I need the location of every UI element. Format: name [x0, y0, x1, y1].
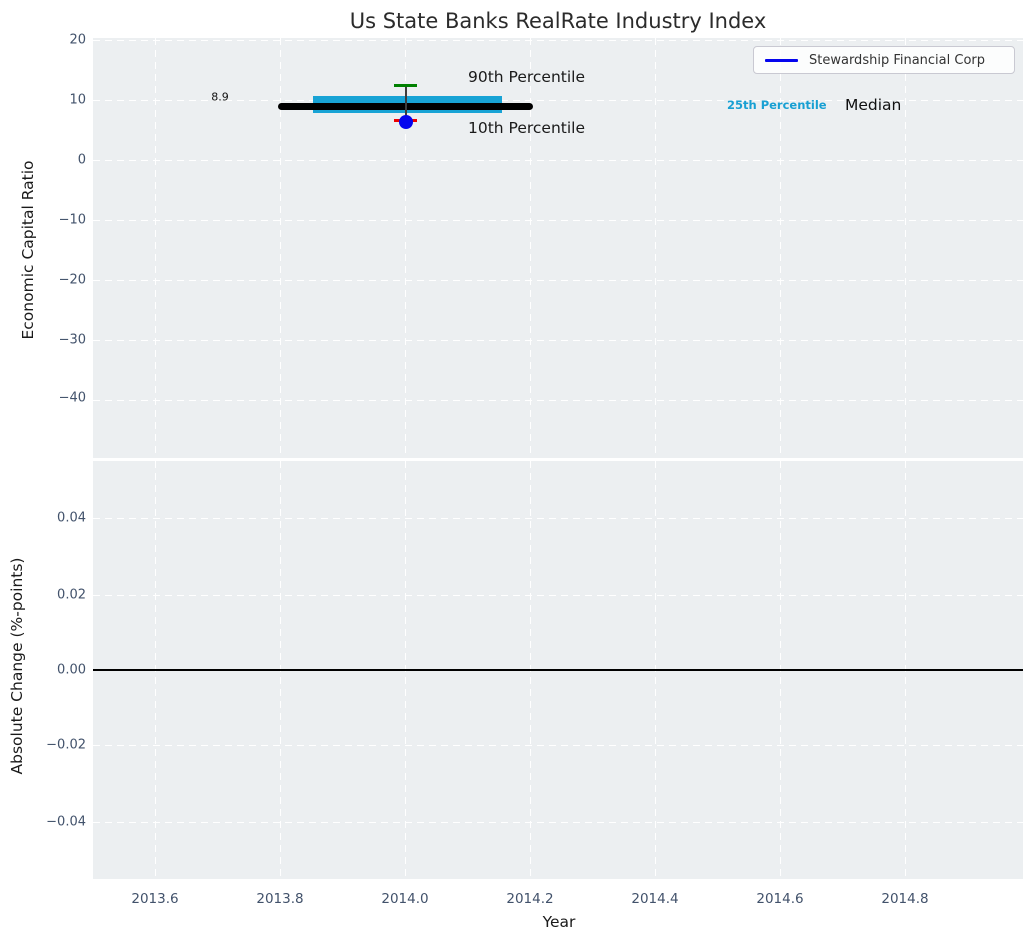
median-annotation: Median: [845, 96, 902, 114]
x-axis-label: Year: [542, 913, 576, 931]
gridline-v: [405, 38, 406, 458]
legend-label: Stewardship Financial Corp: [809, 52, 986, 68]
x-tick-label: 2014.8: [881, 891, 929, 907]
gridline-h: [93, 280, 1023, 281]
gridline-h: [93, 220, 1023, 221]
company-marker: [399, 115, 413, 129]
y-tick-label: 0.04: [57, 510, 86, 526]
gridline-h: [93, 745, 1023, 746]
x-tick-label: 2013.8: [256, 891, 304, 907]
bottom-plot-area: [93, 461, 1023, 879]
gridline-h: [93, 400, 1023, 401]
bottom-y-axis-label: Absolute Change (%-points): [8, 557, 26, 775]
y-tick-label: −0.04: [46, 814, 86, 830]
chart-title: Us State Banks RealRate Industry Index: [349, 9, 767, 33]
gridline-v: [155, 38, 156, 458]
legend: Stewardship Financial Corp: [753, 46, 1015, 74]
gridline-h: [93, 40, 1023, 41]
p90-cap: [394, 84, 417, 87]
top-y-axis-label: Economic Capital Ratio: [19, 160, 37, 340]
y-tick-label: −0.02: [46, 737, 86, 753]
p10-annotation: 10th Percentile: [468, 119, 586, 137]
gridline-h: [93, 100, 1023, 101]
gridline-v: [280, 38, 281, 458]
gridline-v: [530, 38, 531, 458]
y-tick-label: −20: [58, 272, 86, 288]
gridline-v: [780, 38, 781, 458]
x-tick-label: 2014.6: [756, 891, 804, 907]
y-tick-label: −30: [58, 332, 86, 348]
y-tick-label: 0.00: [57, 662, 86, 678]
y-tick-label: 0.02: [57, 587, 86, 603]
legend-line-sample: [765, 58, 798, 62]
p25-annotation: 25th Percentile: [727, 98, 827, 112]
zero-line: [93, 669, 1023, 671]
x-tick-label: 2013.6: [131, 891, 179, 907]
gridline-h: [93, 822, 1023, 823]
x-tick-label: 2014.0: [381, 891, 429, 907]
gridline-h: [93, 518, 1023, 519]
x-tick-label: 2014.2: [506, 891, 554, 907]
median-value-label: 8.9: [211, 90, 229, 104]
percentile-whisker-line: [405, 85, 407, 122]
y-tick-label: 0: [77, 152, 86, 168]
y-tick-label: 20: [69, 32, 86, 48]
y-tick-label: −40: [58, 390, 86, 406]
gridline-h: [93, 160, 1023, 161]
gridline-v: [905, 38, 906, 458]
x-tick-label: 2014.4: [631, 891, 679, 907]
p90-annotation: 90th Percentile: [468, 68, 586, 86]
gridline-h: [93, 595, 1023, 596]
y-tick-label: −10: [58, 212, 86, 228]
gridline-h: [93, 340, 1023, 341]
gridline-v: [655, 38, 656, 458]
top-plot-area: 8.9 90th Percentile 10th Percentile 25th…: [93, 38, 1023, 458]
y-tick-label: 10: [69, 92, 86, 108]
